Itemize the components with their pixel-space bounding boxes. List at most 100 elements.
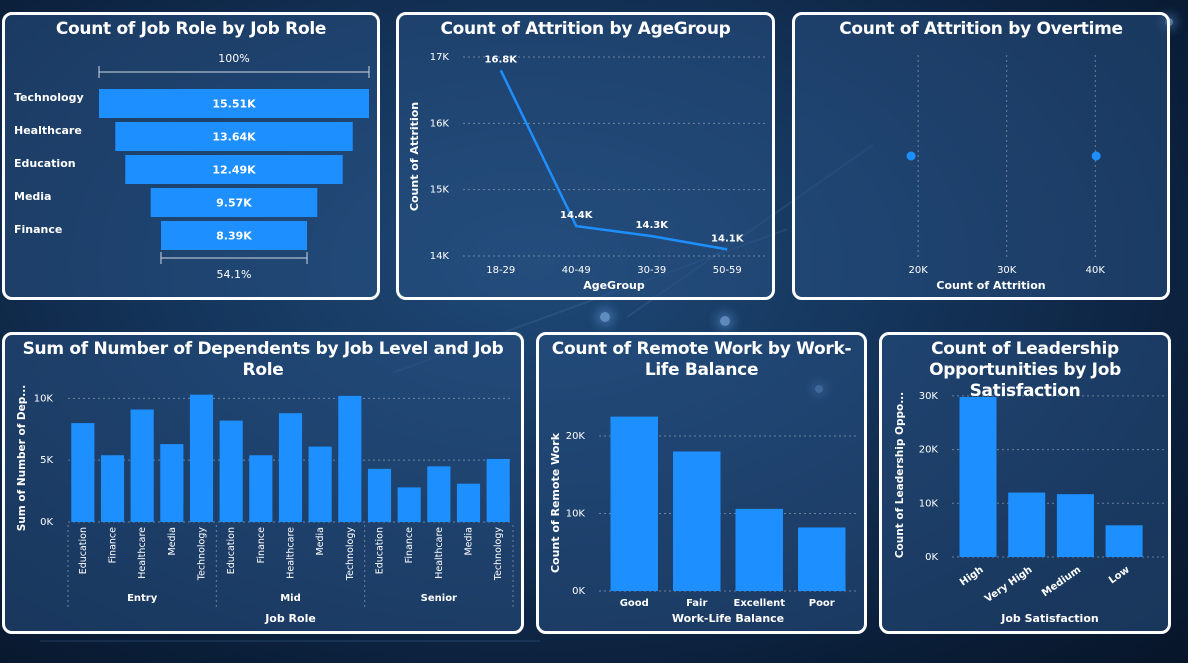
remote-y-tick-label: 10K	[566, 509, 586, 520]
leadership-y-tick-label: 0K	[925, 552, 938, 563]
dependents-y-tick-label: 10K	[34, 393, 54, 404]
remote-title: Count of Remote Work by Work-Life Balanc…	[551, 339, 852, 380]
age-title: Count of Attrition by AgeGroup	[440, 19, 731, 39]
dependents-group-label: Mid	[280, 593, 301, 604]
leadership-x-tick-label: Very High	[983, 564, 1034, 605]
funnel-bar	[115, 122, 353, 151]
dependents-group-label: Senior	[421, 593, 457, 604]
overtime-x-axis-title: Count of Attrition	[936, 279, 1045, 292]
dependents-bar	[278, 413, 303, 522]
dependents-x-tick-label: Media	[315, 527, 326, 556]
remote-y-axis-title: Count of Remote Work	[549, 432, 562, 573]
dependents-title: Sum of Number of Dependents by Job Level…	[22, 339, 504, 380]
remote-x-axis-title: Work-Life Balance	[672, 612, 784, 625]
leadership-y-tick-label: 30K	[919, 391, 939, 402]
dependents-bar	[486, 458, 510, 522]
remote-x-tick-label: Excellent	[733, 598, 785, 609]
funnel-bottom-percent: 54.1%	[217, 268, 252, 281]
age-y-axis-title: Count of Attrition	[408, 102, 421, 211]
dependents-y-tick-label: 5K	[40, 455, 53, 466]
dependents-y-axis-title: Sum of Number of Dep...	[16, 385, 28, 532]
overtime-scatter-chart: 20K 30K 40K Count of Attrition	[906, 55, 1106, 292]
dependents-bar	[160, 444, 184, 522]
funnel-bar	[99, 89, 369, 118]
dependents-bar	[367, 468, 392, 522]
leadership-y-tick-label: 10K	[919, 498, 939, 509]
dependents-bar	[308, 446, 332, 522]
leadership-x-tick-label: High	[958, 564, 986, 588]
funnel-category-label: Technology	[14, 91, 84, 104]
age-x-tick-label: 18-29	[486, 265, 515, 276]
funnel-category-label: Media	[14, 190, 51, 203]
dependents-bar	[71, 423, 95, 522]
dependents-group-label: Entry	[127, 593, 158, 604]
funnel-chart: 100% 15.51K Technology 13.64K Healthcare 12.4…	[14, 52, 370, 281]
leadership-x-tick-label: Low	[1107, 564, 1132, 586]
age-line-chart: 17K 16K 15K 14K 16.8K 18-29 14.4K 40-49 14.3K 30-…	[408, 52, 765, 292]
dependents-bar	[397, 487, 421, 522]
age-series-line	[499, 69, 728, 251]
age-data-label: 16.8K	[485, 54, 519, 65]
age-data-label: 14.3K	[636, 220, 670, 231]
funnel-category-label: Finance	[14, 223, 62, 236]
remote-bar	[610, 416, 658, 591]
leadership-x-tick-label: Medium	[1040, 564, 1083, 599]
age-tick-label: 17K	[430, 52, 450, 63]
dependents-x-tick-label: Education	[78, 527, 89, 574]
overtime-x-tick-label: 40K	[1086, 265, 1106, 276]
dependents-x-tick-label: Technology	[493, 527, 504, 582]
dependents-x-tick-label: Healthcare	[286, 527, 297, 579]
remote-bar	[735, 508, 783, 591]
leadership-bar	[1056, 494, 1094, 557]
dependents-bar	[130, 409, 154, 522]
funnel-category-label: Healthcare	[14, 124, 82, 137]
dependents-bar	[249, 455, 273, 522]
dependents-bar	[189, 394, 214, 522]
funnel-bar-label: 15.51K	[212, 98, 256, 111]
dependents-x-tick-label: Education	[375, 527, 386, 574]
overtime-point	[906, 151, 916, 161]
remote-y-tick-label: 0K	[572, 586, 585, 597]
funnel-bar-label: 9.57K	[216, 197, 252, 210]
leadership-bar	[1105, 525, 1143, 557]
age-card[interactable]: Count of Attrition by AgeGroup 17K 16K 15K…	[396, 12, 775, 300]
overtime-card[interactable]: Count of Attrition by Overtime 20K 30K 40K…	[792, 12, 1170, 300]
dependents-x-tick-label: Healthcare	[434, 527, 445, 579]
leadership-bar	[1008, 492, 1046, 557]
age-x-tick-label: 50-59	[713, 265, 742, 276]
funnel-bar	[160, 221, 308, 250]
dependents-x-tick-label: Technology	[345, 527, 356, 582]
leadership-x-axis-title: Job Satisfaction	[1000, 612, 1098, 625]
leadership-bar	[959, 396, 997, 557]
dependents-x-tick-label: Education	[226, 527, 237, 574]
funnel-title: Count of Job Role by Job Role	[55, 19, 327, 39]
remote-x-tick-label: Poor	[809, 598, 835, 609]
remote-card[interactable]: Count of Remote Work by Work-Life Balanc…	[536, 332, 867, 634]
age-tick-label: 15K	[430, 185, 450, 196]
age-x-tick-label: 30-39	[637, 265, 666, 276]
funnel-card[interactable]: Count of Job Role by Job Role 100% 15.51K…	[2, 12, 380, 300]
dependents-bar	[338, 395, 362, 522]
remote-bar	[798, 527, 846, 591]
age-tick-label: 14K	[430, 251, 450, 262]
dependents-x-tick-label: Finance	[108, 527, 119, 563]
dependents-x-axis-title: Job Role	[264, 612, 316, 625]
remote-x-tick-label: Good	[620, 598, 649, 609]
funnel-bar	[125, 155, 343, 184]
overtime-x-tick-label: 20K	[908, 265, 928, 276]
remote-x-tick-label: Fair	[686, 598, 707, 609]
dependents-x-tick-label: Finance	[256, 527, 267, 563]
overtime-title: Count of Attrition by Overtime	[839, 19, 1123, 39]
leadership-card[interactable]: Count of Leadership Opportunities by Job…	[879, 332, 1171, 634]
funnel-category-label: Education	[14, 157, 76, 170]
dependents-x-tick-label: Finance	[404, 527, 415, 563]
funnel-bar-label: 13.64K	[212, 131, 256, 144]
dependents-card[interactable]: Sum of Number of Dependents by Job Level…	[2, 332, 524, 634]
dependents-x-tick-label: Media	[464, 527, 475, 556]
dependents-x-tick-label: Technology	[197, 527, 208, 582]
dependents-bar	[427, 466, 451, 522]
age-x-axis-title: AgeGroup	[583, 279, 645, 292]
funnel-bar-label: 12.49K	[212, 164, 256, 177]
remote-bar	[673, 451, 721, 591]
